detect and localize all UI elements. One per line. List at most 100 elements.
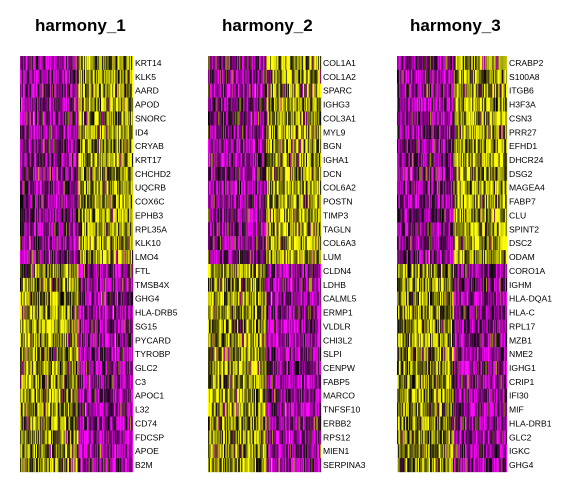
heatmap-cell	[52, 180, 55, 195]
heatmap-cell	[109, 458, 111, 473]
heatmap-cell	[131, 416, 133, 431]
heatmap-cell	[78, 139, 80, 154]
heatmap-cell	[107, 222, 109, 237]
heatmap-cell	[256, 97, 259, 112]
heatmap-cell	[49, 430, 51, 445]
heatmap-cell	[132, 458, 134, 473]
heatmap-cell	[22, 222, 24, 237]
heatmap-cell	[98, 333, 100, 348]
heatmap-cell	[96, 139, 98, 154]
heatmap-cell	[128, 236, 130, 251]
heatmap-cell	[51, 277, 53, 292]
heatmap-cell	[92, 194, 94, 209]
heatmap-cell	[54, 347, 56, 362]
heatmap-cell	[88, 458, 90, 473]
heatmap-cell	[270, 83, 272, 98]
heatmap-cell	[209, 194, 211, 209]
heatmap-cell	[304, 125, 306, 140]
heatmap-cell	[281, 69, 283, 84]
heatmap-cell	[117, 83, 120, 98]
heatmap-cell	[24, 180, 26, 195]
heatmap-cell	[94, 83, 96, 98]
heatmap-cell	[68, 430, 71, 445]
heatmap-cell	[31, 222, 33, 237]
heatmap-cell	[76, 361, 78, 376]
heatmap-cell	[294, 194, 296, 209]
heatmap-cell	[230, 208, 232, 223]
heatmap-cell	[115, 264, 117, 279]
heatmap-cell	[52, 222, 55, 237]
heatmap-cell	[72, 208, 74, 223]
heatmap-cell	[305, 194, 308, 209]
heatmap-cell	[104, 180, 106, 195]
heatmap-cell	[211, 194, 213, 209]
heatmap-cell	[109, 125, 111, 140]
heatmap-cell	[116, 222, 118, 237]
heatmap-cell	[32, 236, 34, 251]
heatmap-cell	[90, 111, 92, 126]
heatmap-cell	[292, 125, 294, 140]
heatmap-cell	[61, 250, 63, 265]
heatmap-cell	[63, 250, 65, 265]
heatmap-cell	[32, 166, 34, 181]
heatmap-cell	[49, 250, 51, 265]
heatmap-cell	[115, 333, 117, 348]
heatmap-cell	[116, 139, 119, 154]
heatmap-cell	[100, 208, 103, 223]
heatmap-cell	[73, 319, 75, 334]
heatmap-cell	[125, 194, 127, 209]
heatmap-cell	[28, 264, 30, 279]
heatmap-cell	[21, 374, 23, 389]
heatmap-cell	[61, 222, 63, 237]
heatmap-cell	[24, 402, 26, 417]
heatmap-cell	[123, 264, 125, 279]
heatmap-cell	[118, 194, 120, 209]
heatmap-cell	[231, 97, 233, 112]
heatmap-cell	[75, 430, 77, 445]
heatmap-cell	[209, 97, 211, 112]
heatmap-cell	[42, 236, 44, 251]
heatmap-cell	[132, 139, 134, 154]
heatmap-cell	[89, 388, 91, 403]
heatmap-cell	[211, 111, 213, 126]
heatmap-cell	[255, 166, 257, 181]
heatmap-cell	[105, 250, 107, 265]
heatmap-cell	[121, 430, 123, 445]
heatmap-cell	[106, 250, 108, 265]
heatmap-cell	[64, 139, 66, 154]
heatmap-cell	[35, 97, 37, 112]
heatmap-cell	[214, 83, 216, 98]
heatmap-cell	[292, 83, 294, 98]
heatmap-cell	[119, 97, 121, 112]
heatmap-cell	[49, 236, 51, 251]
heatmap-cell	[126, 125, 128, 140]
heatmap-cell	[25, 69, 27, 84]
heatmap-cell	[283, 83, 285, 98]
heatmap-cell	[236, 194, 238, 209]
heatmap-cell	[56, 153, 58, 168]
heatmap-cell	[96, 166, 98, 181]
heatmap-cell	[65, 69, 67, 84]
heatmap-cell	[248, 166, 250, 181]
heatmap-cell	[265, 83, 267, 98]
heatmap-cell	[91, 430, 93, 445]
heatmap-cell	[287, 97, 289, 112]
heatmap-cell	[103, 347, 105, 362]
heatmap-cell	[129, 153, 131, 168]
heatmap-cell	[270, 111, 272, 126]
heatmap-cell	[55, 125, 57, 140]
heatmap-cell	[24, 166, 26, 181]
heatmap-cell	[88, 416, 90, 431]
heatmap-cell	[84, 194, 87, 209]
heatmap-cell	[41, 347, 43, 362]
heatmap-cell	[235, 180, 237, 195]
heatmap-cell	[82, 153, 84, 168]
heatmap-cell	[43, 291, 45, 306]
heatmap-cell	[42, 153, 44, 168]
heatmap-cell	[219, 194, 221, 209]
heatmap-cell	[78, 416, 80, 431]
heatmap-cell	[41, 374, 43, 389]
heatmap-cell	[58, 458, 60, 473]
heatmap-cell	[288, 125, 291, 140]
heatmap-cell	[282, 125, 284, 140]
